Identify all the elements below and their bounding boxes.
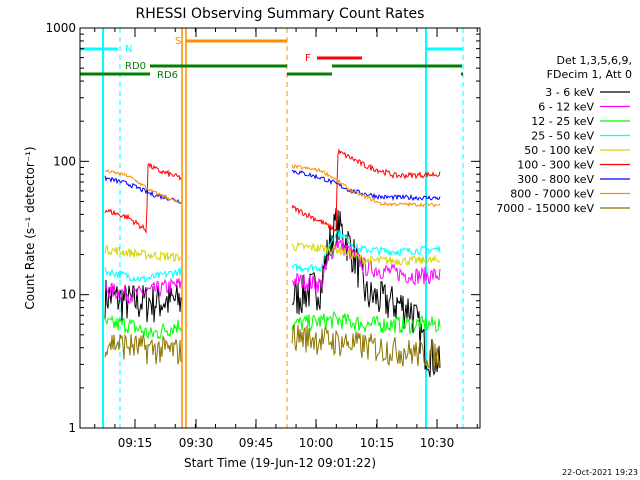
- legend: Det 1,3,5,6,9,FDecim 1, Att 0 3 - 6 keV 6 …: [496, 54, 632, 215]
- legend-entry-label: 300 - 800 keV: [517, 173, 594, 186]
- generation-timestamp: 22-Oct-2021 19:23: [562, 468, 638, 477]
- series-line: [291, 239, 441, 293]
- series-line: [104, 162, 182, 234]
- legend-entry-label: 3 - 6 keV: [545, 86, 594, 99]
- series-line: [291, 208, 441, 378]
- series-line: [104, 314, 182, 340]
- series-line: [104, 279, 182, 323]
- y-axis-label: Count Rate (s⁻¹ detector⁻¹): [23, 146, 37, 309]
- series-line: [104, 244, 182, 263]
- y-tick-label: 10: [61, 288, 76, 302]
- series-line: [104, 333, 182, 365]
- x-tick-label: 09:15: [118, 436, 153, 450]
- legend-entry-label: 25 - 50 keV: [531, 130, 594, 143]
- y-tick-label: 1: [68, 421, 76, 435]
- y-axis: 1 10 100 1000: [45, 21, 480, 435]
- instrument-overlays: [102, 28, 464, 428]
- y-tick-label: 100: [53, 154, 76, 168]
- flag-label-rd6: RD6: [157, 70, 178, 81]
- x-tick-label: 09:30: [179, 436, 214, 450]
- x-axis-label: Start Time (19-Jun-12 09:01:22): [184, 456, 376, 470]
- flag-bars: N S F RD0 RD6: [80, 36, 463, 81]
- series-line: [291, 169, 441, 202]
- flag-label-n: N: [125, 44, 132, 55]
- chart-title: RHESSI Observing Summary Count Rates: [136, 6, 425, 22]
- series-line: [291, 324, 441, 371]
- flag-label-s: S: [175, 36, 181, 47]
- series-line: [104, 175, 182, 205]
- x-tick-label: 10:30: [420, 436, 455, 450]
- x-tick-label: 10:15: [360, 436, 395, 450]
- flag-label-f: F: [305, 53, 311, 64]
- x-tick-label: 09:45: [239, 436, 274, 450]
- series-line: [291, 148, 441, 233]
- series-line: [291, 164, 441, 208]
- legend-entry-label: 7000 - 15000 keV: [496, 202, 594, 215]
- legend-entry-label: 12 - 25 keV: [531, 115, 594, 128]
- x-tick-label: 10:00: [299, 436, 334, 450]
- legend-entry-label: 50 - 100 keV: [524, 144, 594, 157]
- x-axis: 09:15 09:30 09:45 10:00 10:15 10:30: [94, 28, 478, 450]
- series-line: [104, 168, 182, 204]
- series-line: [104, 267, 182, 283]
- legend-header: Det 1,3,5,6,9,: [556, 54, 632, 67]
- legend-entry-label: 6 - 12 keV: [538, 101, 594, 114]
- flag-label-rd0: RD0: [125, 61, 146, 72]
- legend-entry-label: 100 - 300 keV: [517, 159, 594, 172]
- series-line: [104, 277, 182, 304]
- legend-entry-label: 800 - 7000 keV: [510, 188, 594, 201]
- series-line: [291, 229, 441, 274]
- series-line: [291, 310, 441, 336]
- y-tick-label: 1000: [45, 21, 76, 35]
- plot-frame: [79, 27, 481, 429]
- series-line: [291, 241, 441, 267]
- series-layer: [104, 148, 441, 378]
- legend-header: FDecim 1, Att 0: [547, 68, 632, 81]
